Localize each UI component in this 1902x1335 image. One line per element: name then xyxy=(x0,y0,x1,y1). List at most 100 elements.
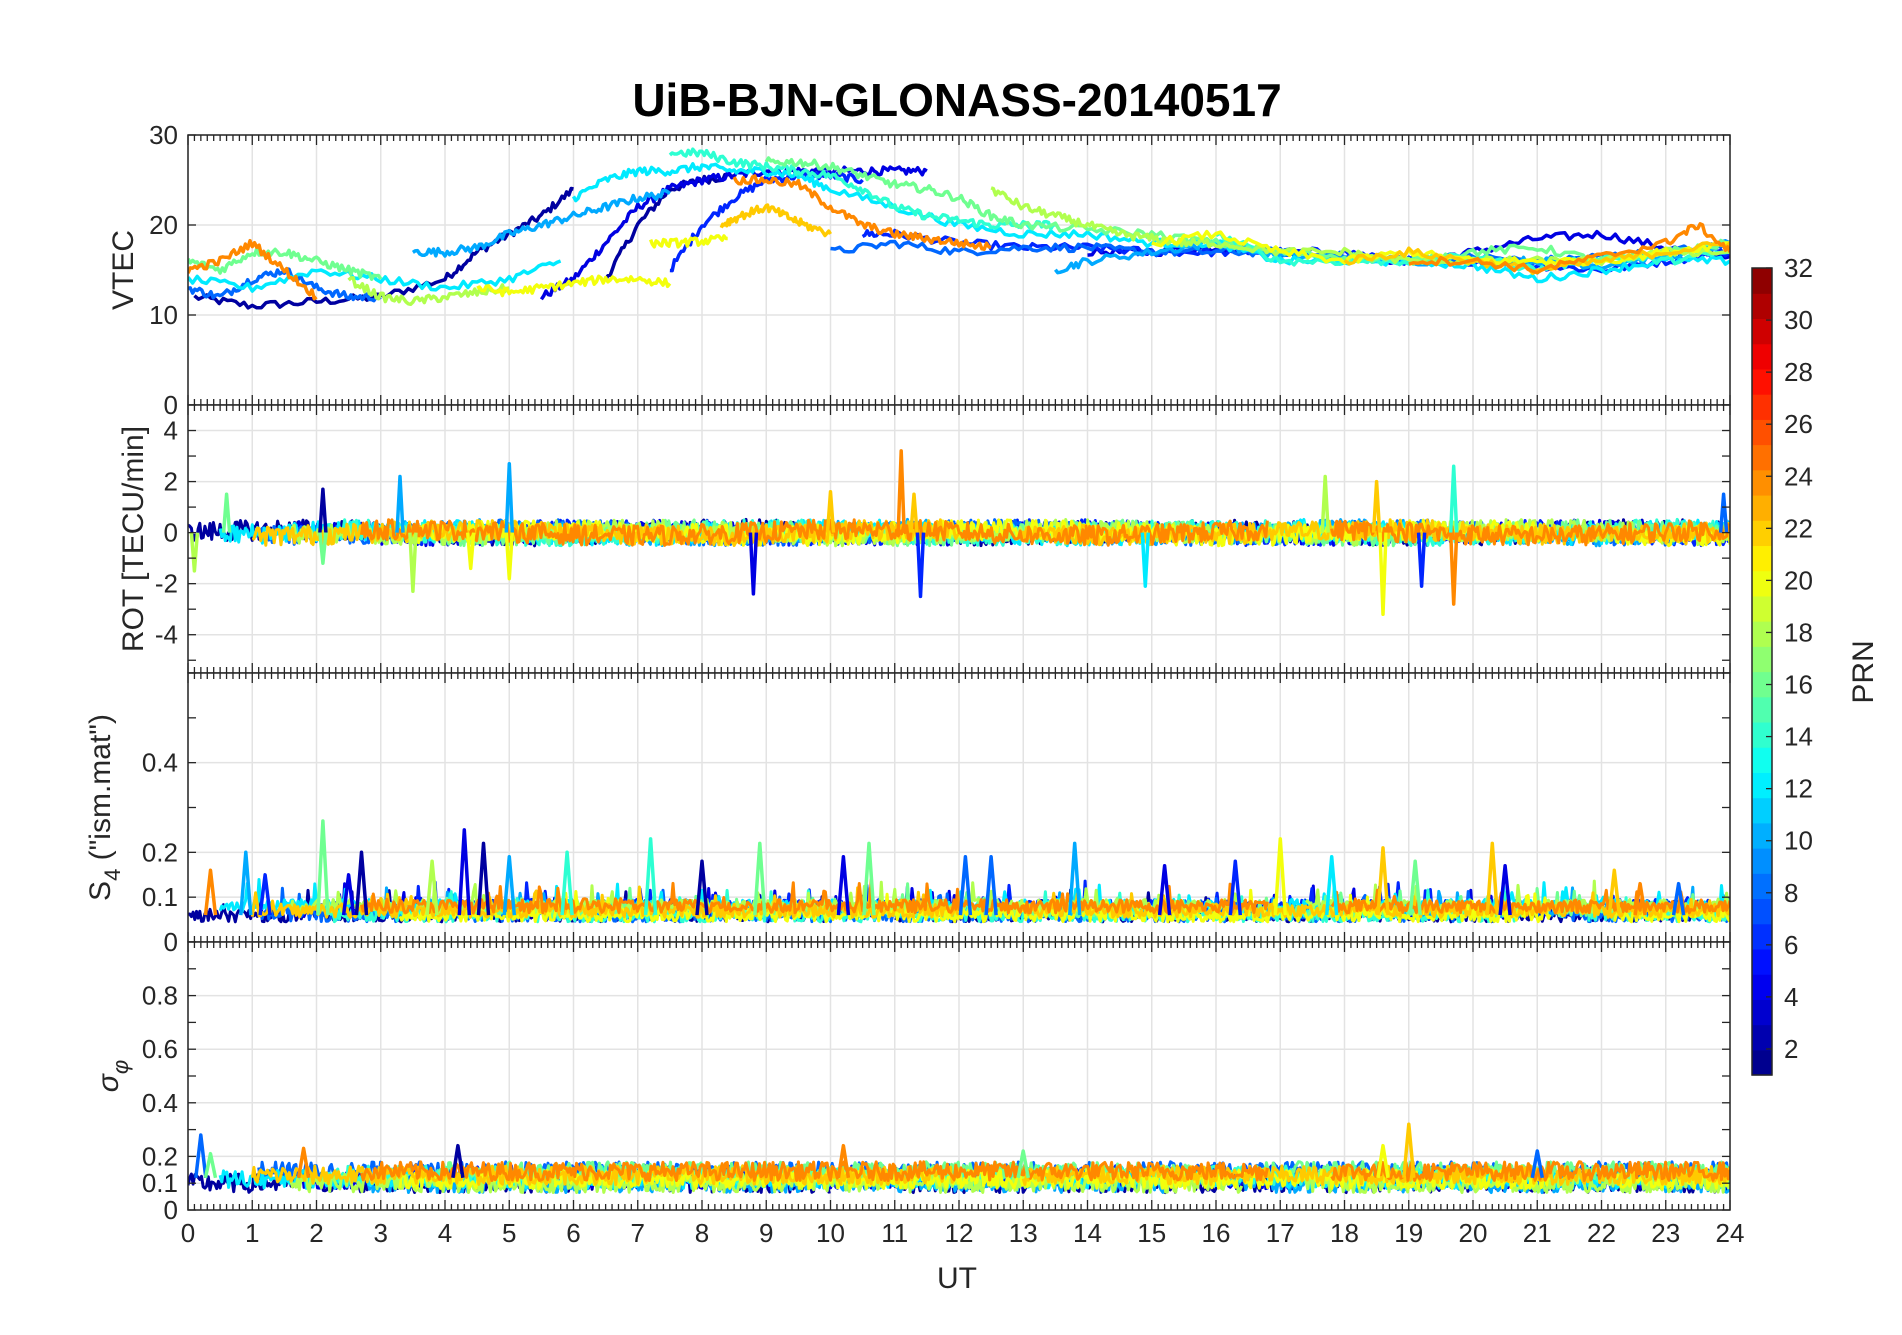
panel-data xyxy=(188,147,1730,310)
colorbar-segment xyxy=(1752,721,1772,748)
spike-prn-16 xyxy=(203,1151,218,1179)
colorbar-tick-label: 14 xyxy=(1784,722,1813,752)
colorbar-segment xyxy=(1752,772,1772,799)
colorbar-tick-label: 16 xyxy=(1784,670,1813,700)
spike-prn-24 xyxy=(1633,881,1647,916)
spike-prn-16 xyxy=(1408,859,1422,916)
x-tick-label: 16 xyxy=(1202,1218,1231,1248)
s4-label-rest: ("ism.mat") xyxy=(84,714,117,869)
x-tick-label: 3 xyxy=(374,1218,388,1248)
spike-prn-18 xyxy=(1320,474,1330,533)
spike-prn-14 xyxy=(643,837,658,916)
series-line-prn-2 xyxy=(604,172,736,281)
series-line-prn-18 xyxy=(347,275,510,307)
colorbar-segment xyxy=(1752,368,1772,395)
spike-prn-4 xyxy=(1157,864,1172,916)
series-line-prn-2 xyxy=(193,186,574,310)
y-tick-label: 0 xyxy=(164,927,178,957)
series-line-prn-24 xyxy=(360,1160,1269,1182)
y-tick-label: 0.8 xyxy=(142,981,178,1011)
s4-label-sub: 4 xyxy=(100,869,125,881)
spike-prn-20 xyxy=(504,532,515,581)
x-tick-label: 9 xyxy=(759,1218,773,1248)
series-line-prn-16 xyxy=(188,246,383,281)
colorbar-segment xyxy=(1752,822,1772,849)
spike-prn-16 xyxy=(862,841,876,916)
spike-prn-22 xyxy=(825,490,836,533)
series-line-prn-24 xyxy=(188,238,318,301)
colorbar-segment xyxy=(1752,494,1772,521)
spike-prn-10 xyxy=(502,855,517,916)
series-line-prn-24 xyxy=(1330,888,1730,915)
x-tick-label: 12 xyxy=(945,1218,974,1248)
spike-prn-4 xyxy=(1498,864,1512,916)
spike-prn-2 xyxy=(451,1143,465,1179)
panel-data xyxy=(188,819,1730,924)
spike-prn-10 xyxy=(1067,841,1082,916)
chart-title: UiB-BJN-GLONASS-20140517 xyxy=(632,74,1281,126)
spike-prn-22 xyxy=(1607,868,1622,916)
x-tick-label: 19 xyxy=(1394,1218,1423,1248)
spike-prn-16 xyxy=(318,532,328,565)
spike-prn-4 xyxy=(457,828,472,916)
colorbar-tick-label: 18 xyxy=(1784,617,1813,647)
series-line-prn-12 xyxy=(571,162,1730,284)
y-tick-label: 0 xyxy=(164,390,178,420)
y-tick-label: 0.1 xyxy=(142,1168,178,1198)
spike-prn-6 xyxy=(258,873,272,916)
colorbar-segment xyxy=(1752,948,1772,975)
series-line-prn-20 xyxy=(476,274,672,298)
x-tick-label: 6 xyxy=(566,1218,580,1248)
x-tick-label: 7 xyxy=(631,1218,645,1248)
colorbar-segment xyxy=(1752,419,1772,446)
spike-prn-20 xyxy=(1376,1143,1390,1179)
y-axis-label: S4 ("ism.mat") xyxy=(84,714,125,901)
series-line-prn-24 xyxy=(1330,1160,1730,1182)
series-line-prn-24 xyxy=(732,174,992,252)
spike-prn-12 xyxy=(1140,532,1151,588)
colorbar-tick-label: 8 xyxy=(1784,878,1798,908)
y-tick-label: 0 xyxy=(164,1195,178,1225)
spike-prn-24 xyxy=(1448,532,1459,606)
x-tick-label: 8 xyxy=(695,1218,709,1248)
colorbar-tick-label: 26 xyxy=(1784,409,1813,439)
colorbar-segment xyxy=(1752,898,1772,925)
panel-data xyxy=(188,1122,1730,1195)
colorbar-tick-label: 30 xyxy=(1784,305,1813,335)
x-tick-label: 15 xyxy=(1137,1218,1166,1248)
series-line-prn-16 xyxy=(764,156,1730,266)
panel-data xyxy=(188,449,1730,617)
series-line-prn-22 xyxy=(250,1164,961,1186)
colorbar-segment xyxy=(1752,268,1772,294)
colorbar-segment xyxy=(1752,394,1772,420)
series-line-prn-20 xyxy=(398,1168,1552,1190)
spike-prn-10 xyxy=(395,474,405,533)
series-line-prn-14 xyxy=(668,147,1056,231)
y-tick-label: 0.2 xyxy=(142,837,178,867)
colorbar-tick-label: 24 xyxy=(1784,461,1813,491)
colorbar-tick-label: 32 xyxy=(1784,253,1813,283)
colorbar-segment xyxy=(1752,1049,1772,1076)
spike-prn-16 xyxy=(221,492,232,533)
colorbar-segment xyxy=(1752,293,1772,320)
colorbar-segment xyxy=(1752,747,1772,773)
series-line-prn-24 xyxy=(1408,222,1730,275)
spike-prn-24 xyxy=(296,1146,311,1179)
spike-prn-24 xyxy=(836,1143,851,1179)
spike-prn-6 xyxy=(1228,859,1243,916)
spike-prn-6 xyxy=(1416,532,1427,588)
spike-prn-14 xyxy=(560,850,574,916)
colorbar-label: PRN xyxy=(1847,640,1880,703)
x-tick-label: 10 xyxy=(816,1218,845,1248)
colorbar-segment xyxy=(1752,621,1772,647)
colorbar-tick-label: 4 xyxy=(1784,982,1798,1012)
spike-prn-24 xyxy=(896,449,906,533)
y-tick-label: 20 xyxy=(149,210,178,240)
spike-prn-12 xyxy=(1324,855,1339,916)
colorbar-segment xyxy=(1752,696,1772,723)
colorbar-segment xyxy=(1752,318,1772,345)
